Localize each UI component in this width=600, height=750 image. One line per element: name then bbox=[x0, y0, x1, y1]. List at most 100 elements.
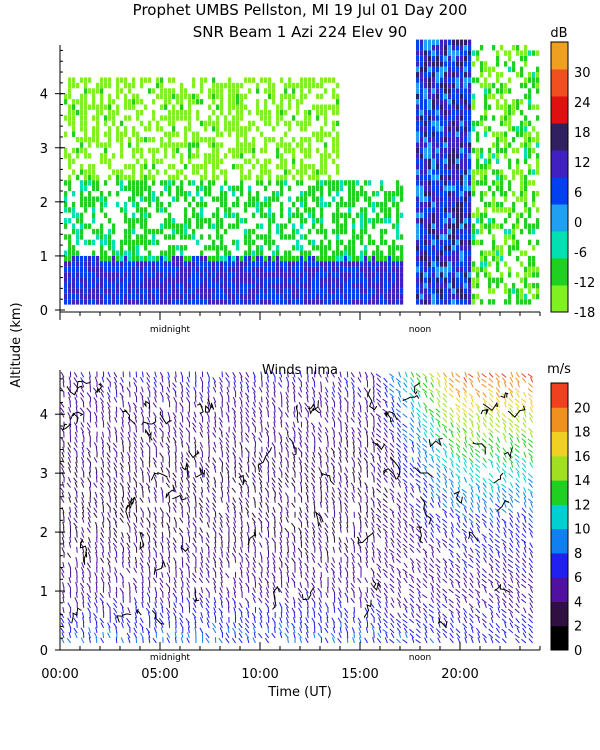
wind-barb bbox=[141, 386, 144, 393]
snr-cell bbox=[428, 136, 432, 143]
snr-cell bbox=[444, 104, 448, 110]
snr-cell bbox=[348, 185, 352, 192]
snr-cell bbox=[132, 104, 136, 110]
snr-cell bbox=[416, 266, 420, 273]
snr-cell bbox=[428, 180, 432, 186]
wind-barb bbox=[232, 447, 237, 453]
wind-barb bbox=[67, 562, 72, 568]
snr-cell bbox=[220, 196, 224, 202]
snr-cell bbox=[476, 55, 480, 62]
wind-barb bbox=[232, 532, 237, 538]
snr-cell bbox=[264, 115, 268, 121]
snr-cell bbox=[508, 115, 512, 121]
snr-cell bbox=[460, 174, 464, 181]
snr-cell bbox=[268, 115, 272, 121]
snr-cell bbox=[376, 282, 380, 289]
snr-cell bbox=[336, 180, 340, 186]
snr-cell bbox=[500, 115, 504, 121]
wind-barb bbox=[120, 637, 124, 644]
snr-cell bbox=[308, 282, 312, 289]
snr-cell bbox=[320, 228, 324, 235]
wind-barb bbox=[133, 421, 138, 428]
snr-cell bbox=[436, 142, 440, 148]
snr-cell bbox=[420, 293, 424, 300]
wind-barb bbox=[158, 427, 164, 433]
snr-cell bbox=[400, 266, 404, 273]
snr-cell bbox=[144, 126, 148, 132]
snr-cell bbox=[372, 239, 376, 246]
snr-cell bbox=[160, 288, 164, 294]
wind-barb bbox=[199, 412, 204, 418]
snr-cell bbox=[144, 277, 148, 283]
snr-cell bbox=[376, 261, 380, 267]
snr-cell bbox=[232, 126, 236, 132]
snr-cell bbox=[156, 82, 160, 89]
snr-cell bbox=[384, 299, 388, 305]
wind-barb bbox=[82, 597, 85, 603]
wind-barb bbox=[239, 371, 243, 378]
wind-barb bbox=[86, 507, 91, 513]
snr-cell bbox=[256, 288, 260, 294]
snr-cell bbox=[428, 174, 432, 181]
snr-cell bbox=[304, 136, 308, 143]
snr-cell bbox=[216, 207, 220, 213]
chart-title: Prophet UMBS Pellston, MI 19 Jul 01 Day … bbox=[133, 1, 468, 19]
snr-cell bbox=[380, 299, 384, 305]
snr-cell bbox=[432, 228, 436, 235]
snr-cell bbox=[124, 239, 128, 246]
snr-cell bbox=[324, 261, 328, 267]
wind-barb bbox=[271, 512, 276, 518]
snr-cell bbox=[168, 277, 172, 283]
wind-barb bbox=[213, 582, 217, 588]
wind-barb bbox=[108, 541, 111, 548]
wind-barb bbox=[87, 451, 91, 458]
wind-barb bbox=[273, 526, 276, 533]
wind-barb bbox=[81, 527, 85, 533]
snr-cell bbox=[108, 228, 112, 235]
snr-cell bbox=[124, 277, 128, 283]
wind-barb bbox=[113, 507, 118, 513]
snr-cell bbox=[164, 185, 168, 192]
snr-cell bbox=[268, 277, 272, 283]
snr-cell bbox=[248, 147, 252, 154]
snr-cell bbox=[160, 136, 164, 143]
snr-cell bbox=[356, 299, 360, 305]
snr-cell bbox=[64, 255, 68, 262]
wind-barb bbox=[179, 502, 184, 508]
snr-cell bbox=[200, 250, 204, 256]
wind-barb bbox=[265, 381, 270, 388]
snr-cell bbox=[508, 234, 512, 240]
snr-cell bbox=[236, 93, 240, 100]
snr-cell bbox=[96, 255, 100, 262]
wind-barb bbox=[140, 436, 144, 443]
wind-barb bbox=[115, 431, 118, 438]
wind-barb bbox=[258, 632, 263, 639]
snr-cell bbox=[464, 131, 468, 137]
snr-cell bbox=[456, 61, 460, 67]
wind-barb bbox=[67, 391, 72, 398]
snr-cell bbox=[156, 239, 160, 246]
snr-cell bbox=[92, 272, 96, 278]
snr-cell bbox=[128, 142, 132, 148]
snr-cell bbox=[468, 136, 472, 143]
snr-cell bbox=[336, 99, 340, 105]
snr-cell bbox=[476, 136, 480, 143]
snr-cell bbox=[520, 131, 524, 137]
snr-cell bbox=[272, 288, 276, 294]
wind-barb bbox=[141, 471, 144, 478]
wind-barb bbox=[205, 542, 210, 549]
snr-cell bbox=[224, 115, 228, 121]
snr-cell bbox=[484, 174, 488, 181]
snr-cell bbox=[200, 293, 204, 300]
snr-cell bbox=[288, 277, 292, 283]
snr-cell bbox=[272, 212, 276, 219]
snr-cell bbox=[480, 196, 484, 202]
snr-cell bbox=[192, 142, 196, 148]
wind-barb bbox=[260, 496, 263, 503]
snr-cell bbox=[428, 212, 432, 219]
wind-barb bbox=[69, 381, 72, 388]
snr-cell bbox=[232, 115, 236, 121]
snr-cell bbox=[304, 82, 308, 89]
snr-cell bbox=[248, 293, 252, 300]
wind-barb bbox=[214, 421, 217, 428]
